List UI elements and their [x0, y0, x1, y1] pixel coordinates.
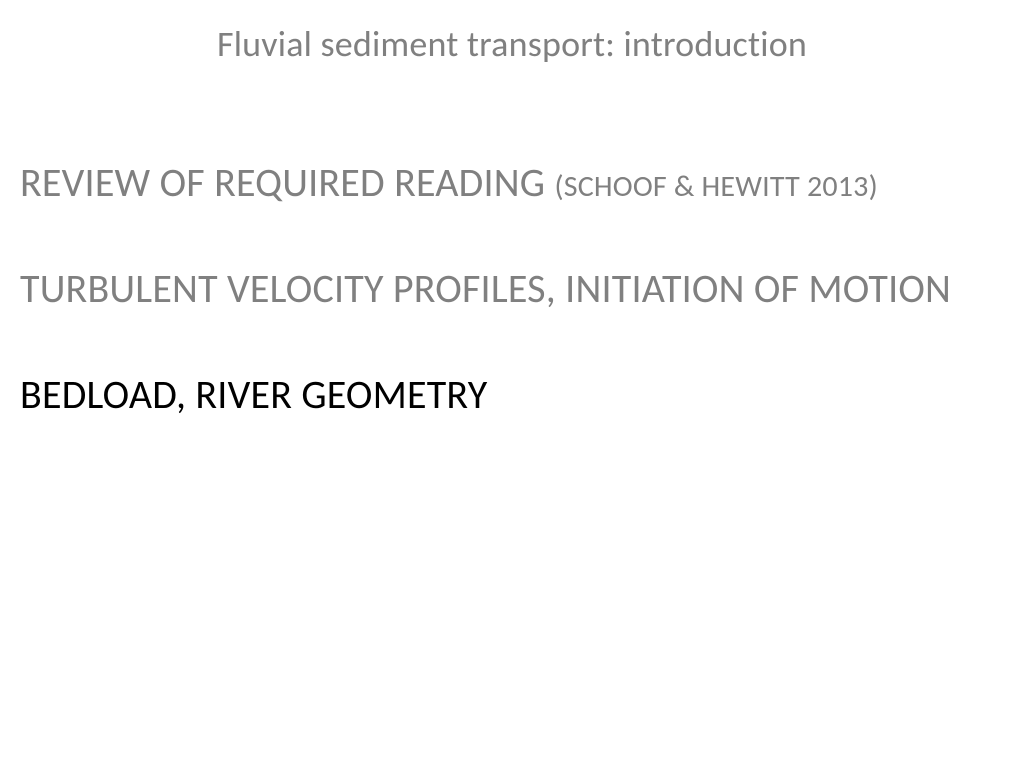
section-review: REVIEW OF REQUIRED READING (SCHOOF & HEW…	[20, 158, 994, 207]
section-review-main: REVIEW OF REQUIRED READING	[20, 158, 554, 207]
section-bedload: BEDLOAD, RIVER GEOMETRY	[20, 370, 994, 419]
slide-title: Fluvial sediment transport: introduction	[20, 22, 1004, 66]
slide-body: REVIEW OF REQUIRED READING (SCHOOF & HEW…	[20, 158, 1004, 419]
section-turbulent: TURBULENT VELOCITY PROFILES, INITIATION …	[20, 265, 994, 314]
section-review-sub: (SCHOOF & HEWITT 2013)	[554, 168, 877, 205]
slide: Fluvial sediment transport: introduction…	[0, 0, 1024, 768]
